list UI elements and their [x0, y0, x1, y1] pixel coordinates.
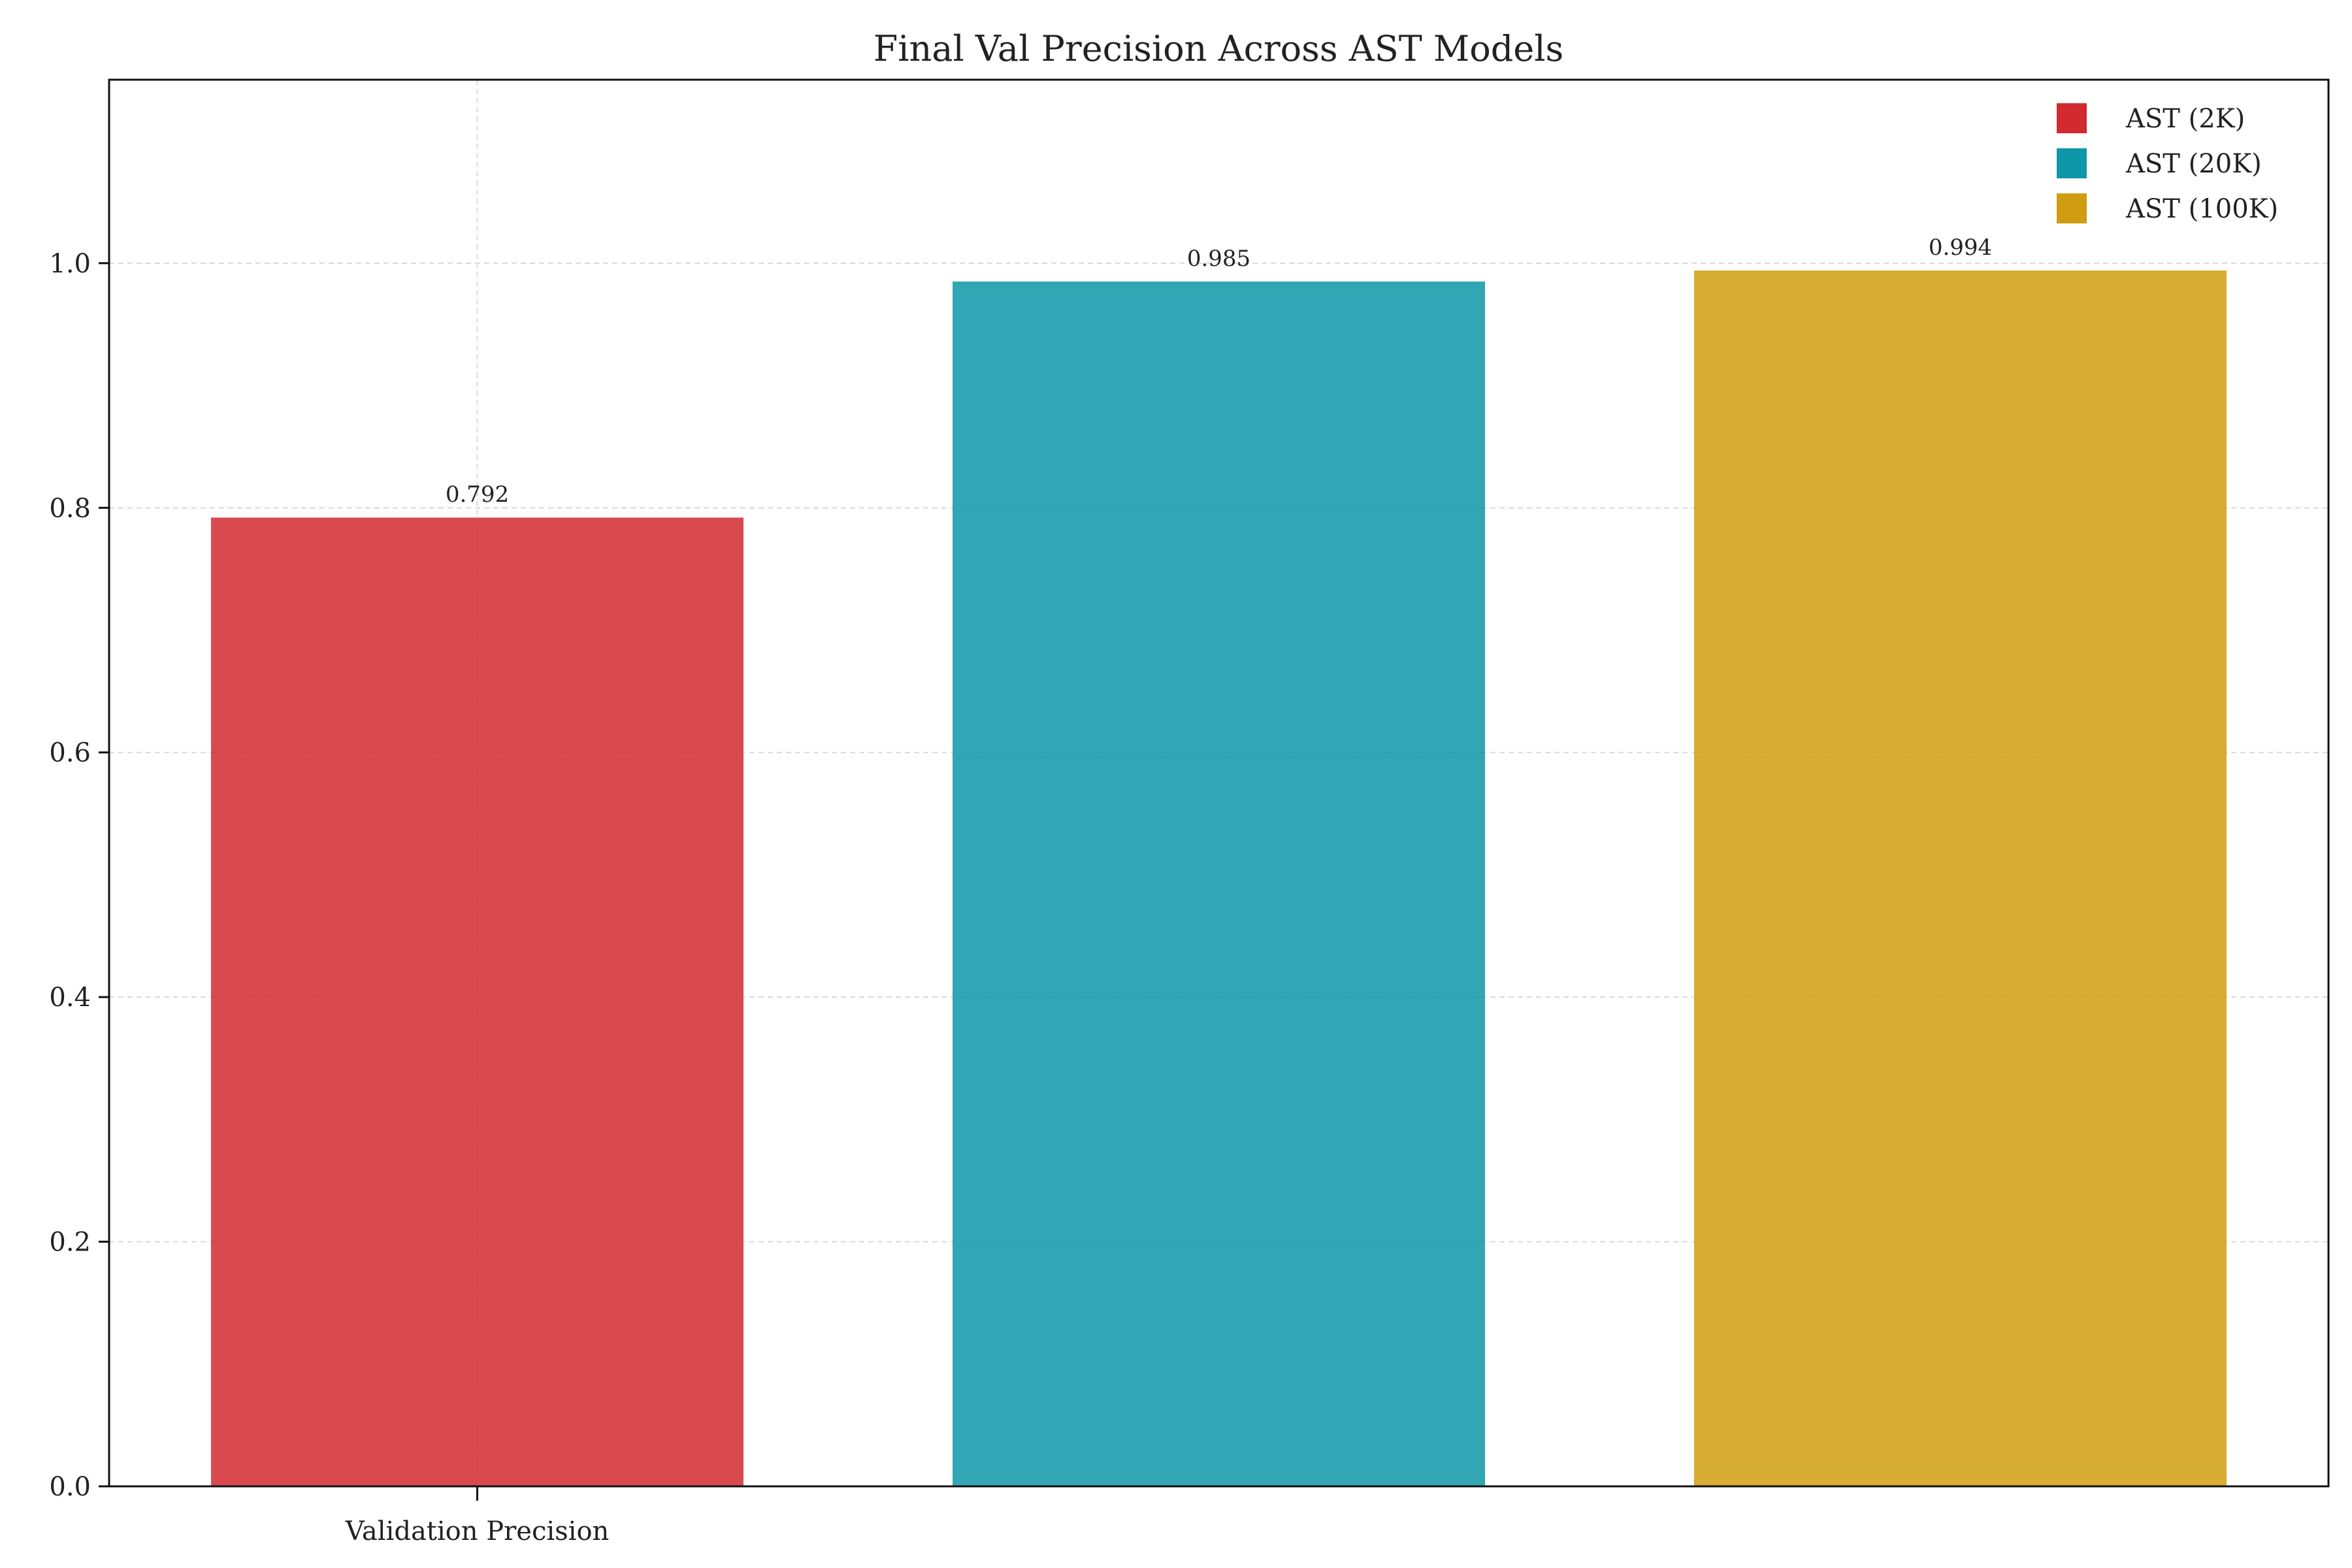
data-label: 0.994: [1929, 235, 1992, 261]
legend: AST (2K) AST (20K) AST (100K): [2057, 103, 2278, 224]
data-labels: 0.792 0.985 0.994: [446, 235, 1992, 508]
bars: [211, 270, 2227, 1487]
y-tick-label: 0.2: [49, 1228, 91, 1258]
bar-ast-20k: [953, 281, 1485, 1486]
legend-label: AST (100K): [2125, 194, 2278, 224]
y-tick-label: 0.0: [49, 1472, 91, 1502]
data-label: 0.985: [1187, 246, 1250, 272]
legend-label: AST (20K): [2125, 149, 2262, 179]
axes-frame: [108, 78, 2330, 1488]
legend-swatch: [2057, 103, 2087, 133]
y-tick-label: 1.0: [49, 249, 91, 279]
ticks: 0.0 0.2 0.4 0.6 0.8 1.0 Validation Precision: [49, 249, 609, 1546]
y-tick-label: 0.8: [49, 493, 91, 523]
y-tick-label: 0.6: [49, 738, 91, 768]
legend-swatch: [2057, 148, 2087, 178]
x-tick-label: Validation Precision: [345, 1516, 610, 1546]
legend-label: AST (2K): [2125, 104, 2245, 134]
data-label: 0.792: [446, 482, 509, 508]
legend-swatch: [2057, 193, 2087, 223]
bar-ast-2k: [211, 517, 743, 1486]
y-tick-label: 0.4: [49, 983, 91, 1013]
chart-title: Final Val Precision Across AST Models: [874, 28, 1564, 69]
bar-ast-100k: [1694, 270, 2227, 1487]
